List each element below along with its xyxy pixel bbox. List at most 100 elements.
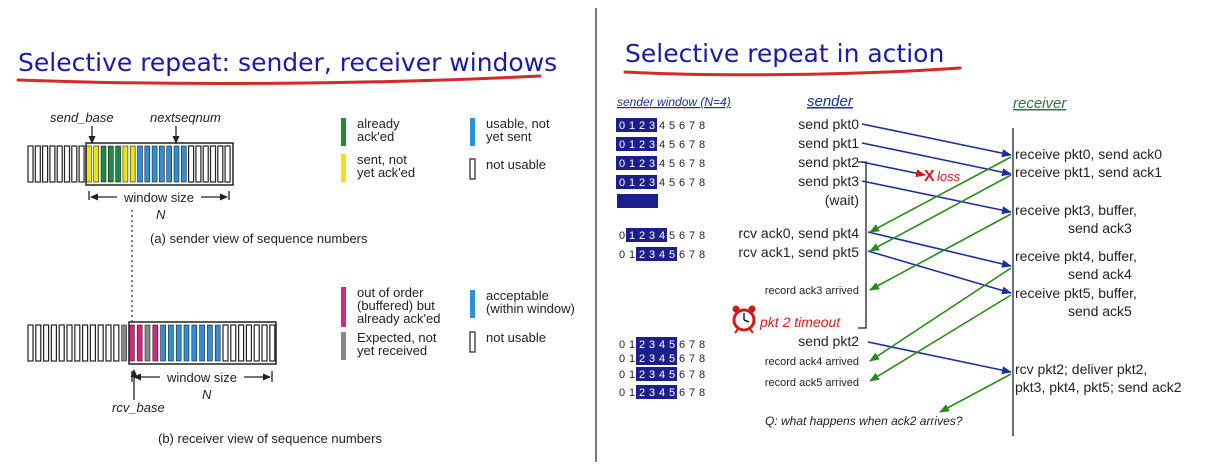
legend-label: (within window) (486, 301, 575, 316)
sequence-slot-yellow (86, 145, 92, 183)
window-digit: 8 (699, 230, 705, 242)
receiver-caption: (b) receiver view of sequence numbers (158, 431, 382, 446)
alarm-clock-icon (732, 305, 756, 334)
question-text: Q: what happens when ack2 arrives? (765, 414, 963, 428)
sequence-slot-none (49, 145, 56, 183)
window-highlight (616, 156, 657, 170)
sender-window-header: sender window (N=4) (617, 95, 731, 109)
sequence-slot-magenta (136, 324, 143, 362)
window-digit: 4 (659, 230, 665, 242)
receiver-event-label: receive pkt4, buffer, (1015, 248, 1137, 264)
window-digit: 6 (679, 158, 685, 170)
window-digit: 7 (689, 158, 695, 170)
legend-swatch (341, 332, 346, 360)
legend-swatch (341, 118, 346, 146)
sender-event-label: record ack4 arrived (765, 356, 859, 368)
sequence-slot-blue (168, 324, 174, 362)
window-digit: 1 (629, 339, 635, 351)
legend-label: already ack'ed (357, 311, 440, 326)
window-digit: 4 (659, 120, 665, 132)
sequence-slot-none (34, 145, 41, 183)
receiver-event-label: receive pkt0, send ack0 (1015, 146, 1162, 162)
sequence-slot-none (269, 324, 276, 362)
window-digit: 4 (659, 387, 665, 399)
sequence-slot-yellow (129, 145, 136, 183)
window-digit: 0 (619, 369, 625, 381)
window-digit: 5 (669, 120, 675, 132)
window-digit: 2 (639, 249, 645, 261)
window-digit: 8 (699, 339, 705, 351)
window-digit: 1 (629, 139, 635, 151)
sender-event-label: (wait) (825, 192, 859, 208)
legend-label: out of order (357, 285, 424, 300)
window-digit: 8 (699, 158, 705, 170)
sequence-slot-none (71, 145, 78, 183)
sequence-slot-magenta (152, 324, 159, 362)
window-digit: 2 (639, 120, 645, 132)
window-highlight (616, 137, 657, 151)
receiver-event-label: pkt3, pkt4, pkt5; send ack2 (1015, 379, 1182, 395)
receiver-event-label: receive pkt3, buffer, (1015, 202, 1137, 218)
legend-label: not usable (486, 157, 546, 172)
sequence-slot-blue (199, 324, 205, 362)
sender-sequence-slots (27, 145, 231, 183)
sequence-slot-none (27, 324, 34, 362)
window-digit: 1 (629, 369, 635, 381)
sender-event-label: send pkt2 (798, 333, 859, 349)
window-digit: 0 (619, 353, 625, 365)
sequence-slot-none (222, 324, 229, 362)
pkt2-retransmit-arrow (867, 341, 1012, 375)
window-digit: 6 (679, 139, 685, 151)
sender-window-row (617, 194, 658, 208)
window-digit: 7 (689, 120, 695, 132)
window-digit: 5 (669, 177, 675, 189)
sequence-slot-blue (160, 324, 166, 362)
sequence-slot-none (238, 324, 245, 362)
window-highlight (636, 367, 677, 381)
receiver-header: receiver (1013, 95, 1067, 112)
sequence-slot-none (63, 145, 71, 183)
window-digit: 0 (619, 387, 625, 399)
sequence-slot-none (261, 324, 268, 362)
loss-label: loss (937, 169, 961, 184)
ack4-arrow (869, 267, 1012, 362)
receiver-window-box (128, 321, 277, 365)
sequence-slot-blue (181, 145, 187, 183)
window-digit: 0 (619, 158, 625, 170)
window-digit: 3 (649, 139, 655, 151)
sequence-slot-green (115, 145, 121, 183)
window-digit: 8 (699, 177, 705, 189)
sender-caption: (a) sender view of sequence numbers (150, 231, 368, 246)
receiver-event-label: receive pkt5, buffer, (1015, 285, 1137, 301)
window-digit: 5 (669, 249, 675, 261)
rcv-base-label: rcv_base (112, 400, 165, 415)
legend-swatch (469, 331, 476, 353)
window-highlight (617, 194, 658, 208)
window-highlight (636, 247, 677, 261)
window-digit: 6 (679, 249, 685, 261)
window-digit: 5 (669, 353, 675, 365)
sequence-slot-none (58, 324, 65, 362)
window-digit: 1 (629, 177, 635, 189)
pkt4-arrow (867, 231, 1012, 268)
receiver-event-label: rcv pkt2; deliver pkt2, (1015, 361, 1147, 377)
window-digit: 0 (619, 230, 625, 242)
window-digit: 7 (689, 369, 695, 381)
sequence-slot-none (81, 324, 89, 362)
sequence-slot-blue (183, 324, 190, 362)
legend-swatch (341, 154, 346, 182)
sequence-slot-none (50, 324, 58, 362)
sequence-slot-blue (159, 145, 165, 183)
right-panel: Selective repeat in action sender window… (616, 39, 1182, 436)
sequence-slot-blue (137, 145, 143, 183)
pkt0-arrow (861, 123, 1012, 158)
window-digit: 6 (679, 387, 685, 399)
ack3-arrow (869, 213, 1012, 291)
